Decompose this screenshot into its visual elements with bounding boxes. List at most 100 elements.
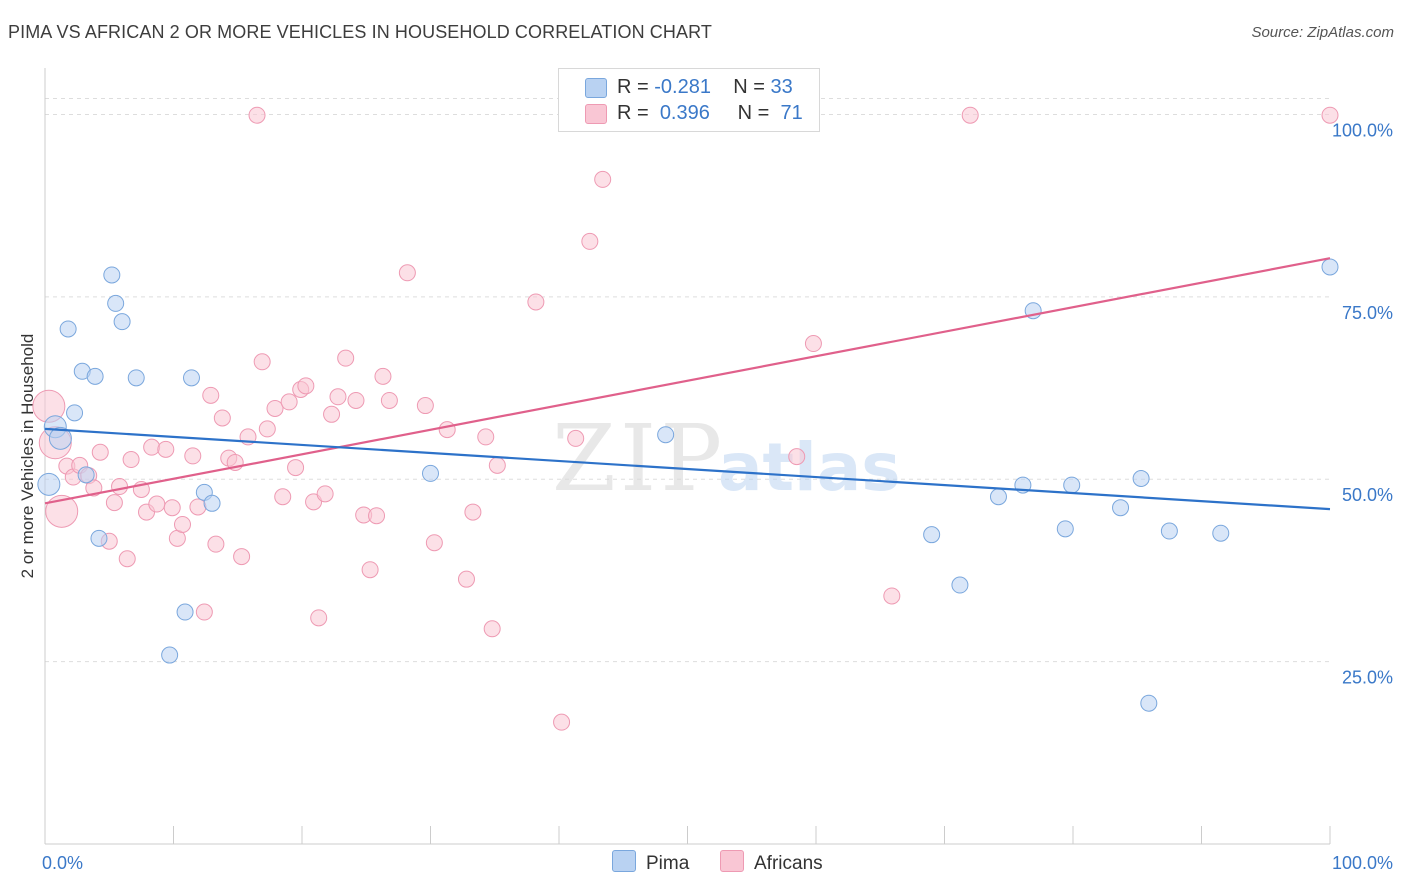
pima-point-18: [422, 464, 439, 482]
x-tick-label-0: 0.0%: [42, 853, 83, 873]
africans-point-68: [804, 335, 822, 353]
y-tick-label-3: 100.0%: [1332, 120, 1393, 140]
africans-point-44: [323, 405, 341, 423]
africans-point-33: [253, 353, 271, 371]
africans-point-38: [287, 459, 305, 477]
pima-points: [37, 258, 1339, 712]
pima-legend-swatch: [612, 850, 636, 872]
pima-point-25: [1056, 520, 1074, 538]
africans-point-71: [1321, 106, 1339, 124]
africans-point-11: [111, 478, 129, 496]
africans-point-27: [213, 409, 231, 427]
africans-point-22: [184, 447, 202, 465]
africans-point-46: [337, 349, 355, 367]
y-tick-label-2: 75.0%: [1342, 303, 1393, 323]
pima-point-7: [86, 367, 104, 385]
tick-labels: 25.0% 50.0% 75.0% 100.0% 0.0% 100.0%: [42, 120, 1393, 873]
trend-lines: [44, 257, 1331, 511]
africans-point-70: [961, 106, 979, 124]
africans-point-17: [148, 495, 166, 513]
pima-r-label: R =: [617, 76, 649, 98]
pima-point-0: [37, 472, 61, 496]
africans-legend-swatch: [720, 850, 744, 872]
pima-point-32: [1321, 258, 1339, 276]
africans-point-56: [438, 421, 456, 439]
watermark-atlas: atlas: [718, 429, 901, 506]
africans-point-66: [594, 170, 612, 188]
africans-point-21: [173, 515, 191, 533]
africans-point-49: [361, 561, 379, 579]
pima-point-3: [59, 320, 77, 338]
watermark-zip: ZIP: [552, 405, 726, 512]
africans-point-19: [163, 499, 181, 517]
pima-point-21: [951, 576, 969, 594]
africans-points: [32, 106, 1339, 731]
africans-point-59: [477, 428, 495, 446]
source-credit: Source: ZipAtlas.com: [1251, 24, 1394, 41]
africans-point-43: [316, 485, 334, 503]
africans-point-52: [380, 391, 398, 409]
africans-point-58: [464, 503, 482, 521]
africans-point-32: [248, 106, 266, 124]
africans-point-2: [45, 494, 79, 528]
africans-n-label: N =: [737, 102, 770, 124]
africans-point-35: [266, 399, 284, 417]
africans-point-69: [883, 587, 901, 605]
chart-title: PIMA VS AFRICAN 2 OR MORE VEHICLES IN HO…: [8, 22, 712, 42]
pima-r-value: -0.281: [654, 76, 711, 98]
pima-point-26: [1063, 476, 1081, 494]
africans-point-45: [329, 388, 347, 406]
africans-swatch: [585, 104, 607, 124]
africans-n-value: 71: [780, 102, 803, 124]
africans-point-53: [398, 264, 416, 282]
africans-r-label: R =: [617, 102, 649, 124]
africans-point-25: [202, 386, 220, 404]
africans-point-47: [347, 391, 365, 409]
africans-point-62: [527, 293, 545, 311]
pima-point-6: [77, 466, 95, 484]
axes: [44, 68, 1331, 845]
africans-point-41: [305, 493, 323, 511]
africans-point-12: [118, 550, 136, 568]
pima-point-29: [1140, 694, 1158, 712]
pima-point-4: [66, 404, 84, 422]
africans-point-18: [157, 440, 175, 458]
pima-point-31: [1212, 524, 1230, 542]
y-tick-label-1: 50.0%: [1342, 485, 1393, 505]
pima-point-12: [127, 369, 145, 387]
bottom-legend-africans: Africans: [720, 850, 823, 875]
pima-point-19: [657, 426, 675, 444]
africans-point-55: [425, 534, 443, 552]
pima-trend-line: [44, 427, 1331, 511]
africans-point-65: [581, 232, 599, 250]
pima-n-value: 33: [770, 76, 793, 98]
africans-point-60: [483, 620, 501, 638]
pima-point-30: [1160, 522, 1178, 540]
pima-point-2: [48, 426, 72, 450]
africans-point-13: [122, 451, 140, 469]
africans-legend-label: Africans: [754, 853, 823, 874]
pima-legend-label: Pima: [646, 853, 690, 874]
pima-point-17: [203, 494, 221, 512]
africans-point-51: [374, 367, 392, 385]
africans-point-61: [488, 456, 506, 474]
africans-trend-line: [44, 257, 1331, 505]
africans-point-37: [280, 393, 298, 411]
africans-point-8: [91, 443, 109, 461]
africans-point-26: [207, 535, 225, 553]
africans-point-67: [788, 448, 806, 466]
correlation-legend: R = -0.281 N = 33 R = 0.396 N = 71: [558, 68, 820, 132]
africans-point-30: [233, 548, 251, 566]
africans-point-23: [189, 498, 207, 516]
zipatlas-watermark: ZIP atlas: [552, 405, 901, 512]
africans-point-54: [416, 397, 434, 415]
bottom-legend-pima: Pima: [612, 850, 689, 875]
africans-point-24: [195, 603, 213, 621]
pima-point-9: [103, 266, 121, 284]
pima-point-27: [1112, 499, 1130, 517]
africans-point-34: [258, 420, 276, 438]
pima-point-20: [923, 526, 941, 544]
africans-point-40: [297, 377, 315, 395]
africans-point-36: [274, 488, 292, 506]
